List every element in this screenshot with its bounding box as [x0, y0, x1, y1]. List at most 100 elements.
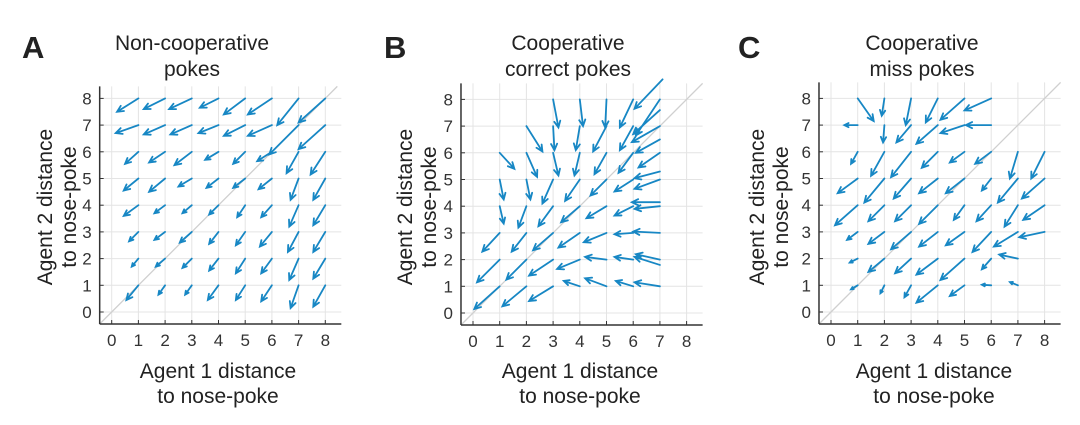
vector-arrow [550, 125, 559, 153]
vector-arrow [267, 124, 300, 156]
x-tick-label: 8 [321, 331, 330, 350]
vector-arrow [498, 178, 507, 202]
vector-arrow [979, 282, 993, 288]
vector-arrow [527, 285, 554, 303]
vector-arrow [578, 98, 587, 129]
x-tick-label: 1 [853, 331, 862, 350]
y-tick-label: 8 [444, 90, 453, 109]
vector-arrow [176, 177, 193, 188]
vector-arrow [285, 150, 300, 175]
vector-arrow [613, 279, 635, 288]
vector-arrow [537, 205, 554, 228]
y-axis-label-line2: to nose-poke [770, 146, 793, 267]
vector-arrow [849, 284, 859, 291]
vector-arrow [583, 276, 608, 288]
y-tick-label: 6 [82, 143, 91, 162]
vector-arrow [924, 97, 939, 125]
x-tick-label: 3 [187, 331, 196, 350]
vector-arrow [312, 231, 327, 254]
vector-arrow [845, 231, 859, 242]
y-tick-label: 8 [82, 89, 91, 108]
vector-arrow [944, 177, 966, 195]
vector-arrow [870, 150, 886, 178]
vector-arrow [563, 178, 581, 203]
vector-arrow [866, 257, 886, 274]
vector-arrow [178, 231, 193, 244]
y-axis-label-line2: to nose-poke [418, 146, 441, 267]
vector-arrow [231, 177, 247, 190]
vector-arrow [584, 205, 608, 220]
y-tick-label: 3 [444, 224, 453, 243]
vector-arrow [203, 150, 220, 161]
vector-arrow [206, 284, 220, 302]
y-axis-label-line1: Agent 2 distance [746, 129, 769, 285]
vector-arrow [850, 150, 859, 166]
vector-arrow [275, 97, 300, 127]
vector-arrow [866, 231, 886, 246]
vector-arrow [312, 284, 327, 309]
vector-arrow [633, 251, 661, 261]
vector-arrow [236, 204, 247, 219]
vector-arrow [207, 231, 220, 246]
panel-title-line1: Cooperative [865, 32, 978, 55]
vector-arrow [147, 177, 166, 194]
vector-arrow [122, 204, 140, 218]
y-tick-label: 7 [444, 117, 453, 136]
vector-arrow [917, 231, 939, 248]
vector-arrow [113, 124, 140, 135]
vector-arrow [889, 231, 912, 251]
vector-arrow [288, 257, 300, 282]
vector-arrow [636, 151, 661, 169]
vector-arrow [556, 232, 581, 249]
vector-arrow [973, 150, 993, 166]
vector-arrow [541, 178, 554, 206]
vector-arrow [289, 177, 300, 202]
vector-arrow [632, 279, 661, 288]
vector-arrow [863, 177, 886, 205]
panel-title-line2: pokes [164, 58, 220, 81]
vector-arrow [312, 177, 327, 202]
vector-arrow [842, 122, 859, 129]
vector-arrow [917, 177, 939, 195]
vector-arrow [204, 177, 220, 190]
x-tick-label: 2 [880, 331, 889, 350]
vector-arrow [631, 227, 661, 236]
y-tick-label: 5 [802, 170, 811, 189]
vector-arrow [612, 230, 635, 238]
x-tick-label: 2 [160, 331, 169, 350]
vector-arrow [572, 151, 581, 178]
vector-arrow [527, 258, 554, 277]
vector-arrow [1021, 204, 1046, 222]
vector-arrow [856, 97, 875, 123]
vector-arrow [123, 150, 140, 166]
y-tick-label: 4 [82, 196, 91, 215]
y-axis-label-line1: Agent 2 distance [394, 129, 417, 285]
x-tick-label: 6 [628, 332, 637, 351]
vector-arrow [948, 284, 966, 298]
vector-arrow [115, 97, 140, 113]
vector-arrow [207, 204, 220, 217]
y-tick-label: 7 [802, 116, 811, 135]
vector-arrow [593, 151, 608, 176]
vector-arrow [938, 124, 966, 135]
x-tick-label: 6 [267, 331, 276, 350]
vector-arrow [157, 284, 166, 297]
y-tick-label: 5 [444, 171, 453, 190]
vector-arrow [895, 124, 912, 145]
vector-arrow [612, 254, 635, 262]
vector-arrow [632, 204, 661, 213]
vector-arrow [879, 124, 888, 145]
diagonal-line [460, 82, 704, 326]
x-tick-label: 3 [906, 331, 915, 350]
vector-arrow [154, 257, 166, 268]
y-tick-label: 3 [82, 223, 91, 242]
y-tick-label: 5 [82, 170, 91, 189]
vector-arrow [1017, 231, 1046, 240]
x-tick-label: 5 [960, 331, 969, 350]
panel-title-line2: correct pokes [505, 58, 631, 81]
y-tick-label: 4 [444, 197, 453, 216]
vector-arrow [260, 284, 273, 304]
vector-arrow [127, 231, 140, 243]
vector-arrow [879, 97, 887, 118]
